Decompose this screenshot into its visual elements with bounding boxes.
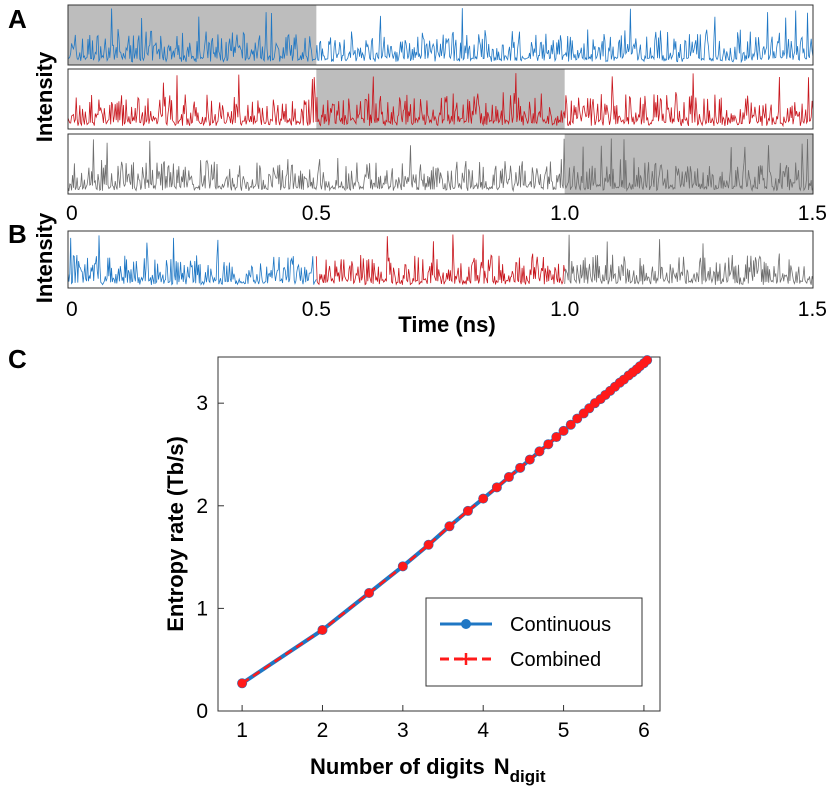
panel-c-ytick-label: 1 — [196, 597, 208, 620]
combined-point — [534, 446, 544, 456]
panel-c-axes-box — [217, 356, 661, 712]
combined-point — [444, 521, 454, 531]
panel-a-box-1 — [67, 4, 814, 66]
combined-point — [566, 420, 576, 430]
panel-c-xlabel-symbol: N — [494, 754, 510, 779]
panel-a-plots — [67, 4, 814, 195]
combined-point — [551, 432, 561, 442]
combined-point — [317, 625, 327, 635]
combined-point — [572, 414, 582, 424]
panel-b-trace-2 — [315, 234, 566, 286]
panel-a-trace-2 — [67, 73, 814, 128]
panel-a-trace-3 — [67, 138, 814, 193]
panel-a-box-3 — [67, 133, 814, 195]
panel-a-box-2 — [67, 68, 814, 130]
panel-c-ytick-label: 2 — [196, 495, 208, 518]
combined-point — [237, 678, 247, 688]
panel-b-ylabel: Intensity — [32, 212, 57, 303]
combined-point — [424, 540, 434, 550]
panel-c-xlabel-text: Number of digits — [310, 754, 485, 779]
panel-a-ylabel: Intensity — [32, 51, 57, 142]
panel-c-xtick-label: 4 — [477, 719, 489, 742]
panel-c-xlabel: Number of digits Ndigit — [310, 754, 546, 786]
panel-c-plot: 1 2 3 4 5 6 0 1 2 3 — [196, 355, 653, 742]
legend-continuous-label: Continuous — [510, 614, 611, 636]
combined-point — [492, 482, 502, 492]
panel-b-box — [67, 230, 814, 289]
combined-point — [463, 506, 473, 516]
combined-point — [543, 439, 553, 449]
legend-combined-label: Combined — [510, 649, 601, 671]
panel-b-xlabel: Time (ns) — [398, 312, 495, 337]
legend: Continuous Combined — [425, 597, 643, 687]
combined-point — [364, 588, 374, 598]
panel-a-xtick-label: 1.5 — [798, 202, 827, 225]
panel-a-xtick-label: 0.5 — [302, 202, 331, 225]
panel-c-xtick-label: 6 — [638, 719, 650, 742]
combined-point — [515, 463, 525, 473]
combined-point — [478, 494, 488, 504]
panel-b-xtick-label: 0.5 — [302, 298, 331, 321]
panel-a-xtick-label: 0 — [66, 202, 78, 225]
panel-c-xtick-label: 2 — [317, 719, 329, 742]
panel-c-ytick-label: 0 — [196, 700, 208, 723]
combined-point — [504, 472, 514, 482]
panel-b-trace-1 — [67, 235, 317, 286]
panel-label-c: C — [8, 344, 27, 374]
panel-c-ytick-label: 3 — [196, 392, 208, 415]
panel-a-trace-1 — [67, 8, 814, 64]
combined-point — [525, 455, 535, 465]
legend-box — [425, 597, 643, 687]
panel-c-xlabel-sub: digit — [510, 767, 546, 786]
panel-b-x-ticks: 0 0.5 1.0 1.5 — [66, 298, 827, 321]
panel-b-xtick-label: 0 — [66, 298, 78, 321]
legend-continuous-marker — [461, 619, 471, 629]
panel-b-xtick-label: 1.5 — [798, 298, 827, 321]
panel-c-xtick-label: 3 — [397, 719, 409, 742]
combined-point — [559, 426, 569, 436]
panel-b-plot — [67, 230, 814, 289]
panel-a-x-ticks: 0 0.5 1.0 1.5 — [66, 202, 827, 225]
panel-c-ylabel: Entropy rate (Tb/s) — [163, 436, 188, 632]
panel-c-xtick-label: 1 — [236, 719, 248, 742]
panel-c-xtick-label: 5 — [558, 719, 570, 742]
panel-label-b: B — [8, 219, 27, 249]
legend-combined-marker — [460, 653, 472, 665]
panel-b-trace-3 — [564, 234, 814, 285]
combined-point — [642, 355, 652, 365]
panel-label-a: A — [8, 4, 27, 34]
panel-a-xtick-label: 1.0 — [550, 202, 579, 225]
combined-point — [398, 561, 408, 571]
panel-b-xtick-label: 1.0 — [550, 298, 579, 321]
